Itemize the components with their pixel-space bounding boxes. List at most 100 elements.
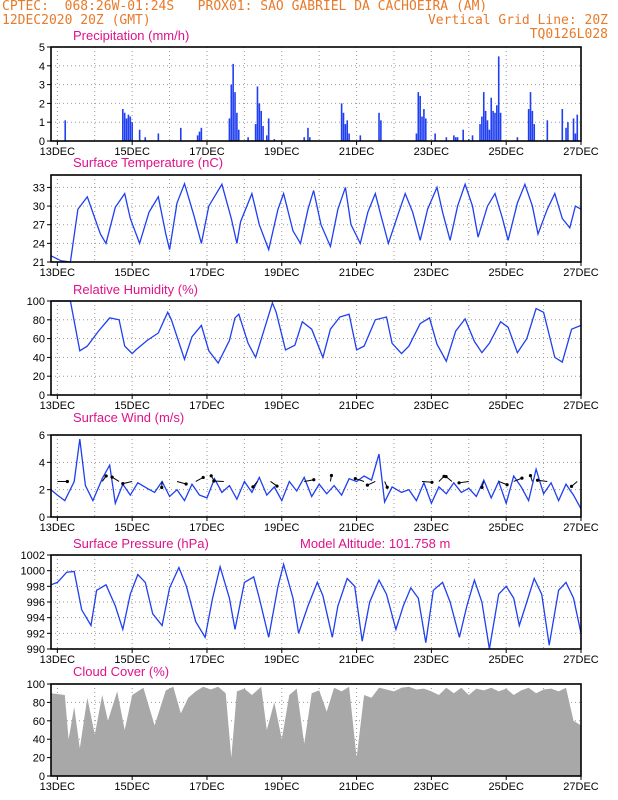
x-tick-label: 15DEC xyxy=(114,267,150,279)
x-tick-label: 25DEC xyxy=(488,781,524,793)
x-tick-label: 19DEC xyxy=(264,522,300,534)
precip-bar xyxy=(127,114,130,141)
x-tick-label: 19DEC xyxy=(264,400,300,412)
precip-bar xyxy=(486,120,489,141)
precip-bar xyxy=(273,139,276,141)
wind-arrow-head xyxy=(444,475,448,479)
y-tick-label: 33 xyxy=(33,182,45,194)
y-tick-label: 20 xyxy=(33,753,45,765)
precip-bar xyxy=(453,135,455,141)
panel-wind: Surface Wind (m/s) 0 2 4 6 13DEC 15DEC 17DEC 19D… xyxy=(39,410,599,534)
wind-arrow-head xyxy=(201,475,205,480)
x-tick-label: 21DEC xyxy=(339,781,375,793)
y-tick-label: 2 xyxy=(39,485,45,497)
y-tick-label: 3 xyxy=(39,80,45,92)
precip-bar xyxy=(496,105,498,141)
x-tick-label: 23DEC xyxy=(414,522,450,534)
x-tick-label: 13DEC xyxy=(40,781,76,793)
panel-precip: Precipitation (mm/h) 0 1 2 3 4 5 13DEC 15DEC 17DE… xyxy=(39,28,599,158)
x-tick-label: 19DEC xyxy=(264,267,300,279)
precip-bar xyxy=(260,110,263,141)
y-tick-label: 6 xyxy=(39,430,45,442)
wind-arrow-head xyxy=(480,485,484,489)
precip-bar xyxy=(131,122,133,141)
wind-arrow-head xyxy=(160,485,164,490)
wind-arrow-head xyxy=(569,484,574,488)
precip-bar xyxy=(546,120,549,141)
precip-bar xyxy=(494,112,496,141)
precip-bar xyxy=(256,86,259,141)
y-tick-label: 24 xyxy=(33,238,45,250)
precip-bar xyxy=(497,56,500,141)
x-tick-label: 25DEC xyxy=(488,267,524,279)
wind-arrow-head xyxy=(121,482,125,486)
panel-title-wind: Surface Wind (m/s) xyxy=(73,410,184,425)
precip-bar xyxy=(198,131,201,141)
y-tick-label: 60 xyxy=(33,716,45,728)
wind-line xyxy=(50,439,582,510)
precip-bar xyxy=(484,110,487,141)
cloud-cover-area xyxy=(51,686,581,776)
panel-title-precip: Precipitation (mm/h) xyxy=(73,28,189,43)
precip-bar xyxy=(565,127,567,141)
plot-frame-pressure xyxy=(50,554,582,650)
wind-arrow-head xyxy=(528,473,533,478)
precip-bar xyxy=(232,63,234,141)
precip-bar xyxy=(247,137,249,141)
plot-frame-wind xyxy=(50,434,582,518)
precip-bar xyxy=(236,112,238,141)
precip-bar xyxy=(576,114,579,141)
precip-bar xyxy=(434,133,436,141)
panel-title-cloud: Cloud Cover (%) xyxy=(73,664,169,679)
y-tick-label: 20 xyxy=(33,371,45,383)
grid-line-note: Vertical Grid Line: 20Z xyxy=(427,13,608,28)
panel-title-rh: Relative Humidity (%) xyxy=(73,282,198,297)
precip-bar xyxy=(144,137,147,141)
x-tick-label: 21DEC xyxy=(339,522,375,534)
precip-bar xyxy=(456,137,459,141)
precip-bar xyxy=(348,133,350,141)
precip-bar xyxy=(462,129,464,141)
date-header: 12DEC2020 20Z (GMT) xyxy=(2,13,151,28)
precip-bar xyxy=(574,133,577,141)
plot-frame-temp xyxy=(50,174,582,263)
wind-arrow xyxy=(458,480,469,484)
precip-bar xyxy=(561,109,564,141)
precip-bar xyxy=(492,110,494,141)
precip-bar xyxy=(479,124,481,141)
precip-bar xyxy=(424,118,427,141)
precip-bar xyxy=(567,122,569,141)
model-altitude-label: Model Altitude: 101.758 m xyxy=(300,536,450,551)
precip-bar xyxy=(138,129,141,141)
precip-bar xyxy=(499,112,502,141)
precip-bar xyxy=(488,129,491,141)
precip-bar xyxy=(378,112,380,141)
x-tick-label: 17DEC xyxy=(189,400,225,412)
wind-arrow-head xyxy=(385,485,389,489)
precip-bar xyxy=(415,133,418,141)
x-tick-label: 21DEC xyxy=(339,654,375,666)
x-tick-label: 23DEC xyxy=(414,781,450,793)
y-tick-label: 27 xyxy=(33,220,45,232)
precip-bar xyxy=(482,92,485,141)
x-tick-label: 23DEC xyxy=(414,146,450,158)
precip-bar xyxy=(467,139,470,141)
panel-temp: Surface Temperature (nC) 21 24 27 30 33 13DEC 1… xyxy=(33,155,599,279)
x-tick-label: 23DEC xyxy=(414,267,450,279)
precip-bar xyxy=(531,110,534,141)
x-tick-label: 27DEC xyxy=(563,781,599,793)
precip-bar xyxy=(516,137,519,141)
precip-bar xyxy=(533,124,536,141)
panel-cloud: Cloud Cover (%) 0 20 40 60 80 100 13DEC 15DEC 17D… xyxy=(27,664,599,793)
x-tick-label: 21DEC xyxy=(339,267,375,279)
x-tick-label: 25DEC xyxy=(488,654,524,666)
x-tick-label: 27DEC xyxy=(563,400,599,412)
y-tick-label: 2 xyxy=(39,98,45,110)
precip-bar xyxy=(234,92,236,141)
precip-bar xyxy=(359,135,362,141)
precip-bar xyxy=(342,112,345,141)
x-tick-label: 27DEC xyxy=(563,522,599,534)
precip-bar xyxy=(527,109,530,141)
x-tick-label: 13DEC xyxy=(40,267,76,279)
precip-bar xyxy=(454,137,457,141)
